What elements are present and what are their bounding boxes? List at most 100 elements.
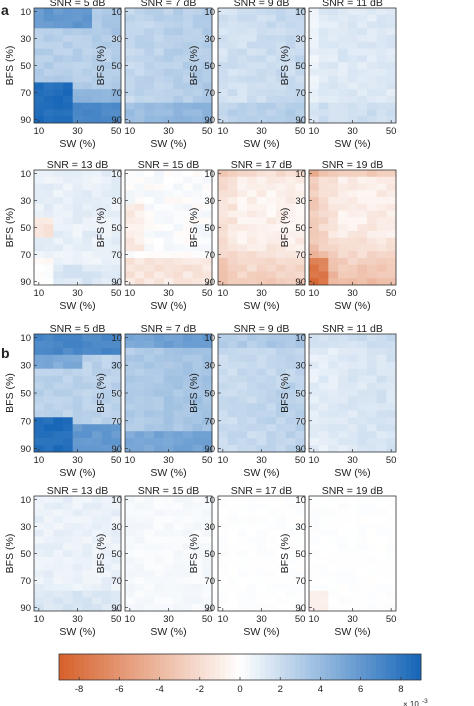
- heatmap-cell: [328, 396, 339, 404]
- heatmap-cell: [367, 41, 377, 49]
- heatmap-cell: [367, 210, 377, 218]
- heatmap-cell: [134, 375, 145, 383]
- heatmap-cell: [328, 368, 339, 376]
- heatmap-cell: [376, 28, 387, 36]
- heatmap-cell: [125, 340, 135, 349]
- heatmap-cell: [72, 529, 83, 537]
- heatmap-cell: [72, 55, 83, 63]
- heatmap-cell: [357, 82, 368, 90]
- heatmap-cell: [347, 35, 358, 43]
- heatmap-cell: [125, 403, 135, 411]
- heatmap-cell: [34, 597, 44, 605]
- heatmap-cell: [328, 502, 339, 510]
- heatmap-cell: [192, 28, 203, 36]
- heatmap-cell: [285, 75, 296, 83]
- heatmap-cell: [376, 237, 387, 245]
- heatmap-cell: [285, 597, 296, 605]
- heatmap-cell: [111, 183, 122, 191]
- colorbar-segment: [345, 654, 352, 680]
- heatmap-cell: [285, 203, 296, 211]
- heatmap-cell: [256, 82, 267, 90]
- heatmap-cell: [218, 543, 228, 551]
- heatmap-cell: [328, 109, 339, 117]
- heatmap-cell: [256, 375, 267, 383]
- heatmap-cell: [347, 597, 358, 605]
- colorbar-segment: [340, 654, 346, 680]
- heatmap-cell: [347, 251, 358, 259]
- heatmap-cell: [82, 109, 93, 117]
- heatmap-cell: [53, 438, 64, 446]
- heatmap-cell: [376, 523, 387, 531]
- heatmap-cell: [72, 62, 83, 70]
- heatmap-cell: [247, 424, 257, 432]
- heatmap-cell: [309, 550, 319, 558]
- heatmap-cell: [111, 264, 122, 272]
- heatmap-cell: [276, 438, 286, 446]
- x-axis-label: SW (%): [334, 626, 370, 638]
- colorbar-segment: [94, 654, 100, 680]
- heatmap-cell: [125, 237, 135, 245]
- heatmap-cell: [72, 48, 83, 56]
- heatmap-cell: [82, 237, 93, 245]
- heatmap-cell: [247, 368, 257, 376]
- heatmap-cell: [82, 424, 93, 432]
- heatmap-cell: [237, 550, 248, 558]
- heatmap-cell: [63, 410, 73, 418]
- heatmap-cell: [154, 170, 164, 178]
- heatmap-cell: [227, 68, 238, 76]
- heatmap-cell: [144, 197, 155, 205]
- heatmap-cell: [173, 417, 184, 425]
- x-axis-label: SW (%): [150, 138, 186, 150]
- heatmap-cell: [192, 197, 203, 205]
- heatmap-cell: [173, 334, 184, 342]
- heatmap-cell: [144, 417, 155, 425]
- heatmap-cell: [285, 396, 296, 404]
- heatmap-cell: [43, 550, 54, 558]
- heatmap-cell: [376, 278, 387, 286]
- heatmap-cell: [101, 550, 112, 558]
- heatmap-cell: [227, 347, 238, 356]
- heatmap-cell: [92, 375, 102, 383]
- heatmap-cell: [183, 375, 193, 383]
- heatmap-cell: [111, 95, 122, 103]
- heatmap-cell: [328, 583, 339, 591]
- heatmap-cell: [338, 68, 348, 76]
- heatmap-cell: [247, 590, 257, 598]
- heatmap-cell: [338, 95, 348, 103]
- heatmap-cell: [134, 354, 145, 363]
- heatmap-cell: [173, 62, 184, 70]
- heatmap-cell: [376, 197, 387, 205]
- heatmap-cell: [125, 550, 135, 558]
- heatmap-cell: [376, 75, 387, 83]
- y-tick-label: 50: [295, 549, 306, 560]
- heatmap-cell: [92, 102, 102, 110]
- heatmap-cell: [63, 75, 73, 83]
- heatmap-cell: [202, 28, 213, 36]
- heatmap-cell: [202, 89, 213, 97]
- heatmap-cell: [63, 48, 73, 56]
- heatmap-cell: [367, 55, 377, 63]
- x-tick-label: 30: [256, 288, 267, 299]
- y-tick-label: 90: [111, 115, 122, 126]
- heatmap-cell: [386, 264, 397, 272]
- heatmap-cell: [154, 237, 164, 245]
- heatmap-cell: [154, 597, 164, 605]
- colorbar-segment: [199, 654, 206, 680]
- heatmap-cell: [92, 604, 102, 612]
- heatmap-cell: [154, 396, 164, 404]
- heatmap-cell: [256, 424, 267, 432]
- heatmap-cell: [367, 570, 377, 578]
- heatmap-cell: [386, 597, 397, 605]
- heatmap-cell: [338, 35, 348, 43]
- heatmap-cell: [376, 570, 387, 578]
- heatmap-cell: [163, 516, 174, 524]
- heatmap-cell: [43, 102, 54, 110]
- heatmap-cell: [183, 523, 193, 531]
- heatmap-cell: [92, 244, 102, 252]
- heatmap-cell: [266, 570, 277, 578]
- heatmap-cell: [144, 590, 155, 598]
- heatmap-cell: [144, 354, 155, 363]
- y-axis-label: BFS (%): [188, 46, 200, 86]
- colorbar-segment: [335, 654, 341, 680]
